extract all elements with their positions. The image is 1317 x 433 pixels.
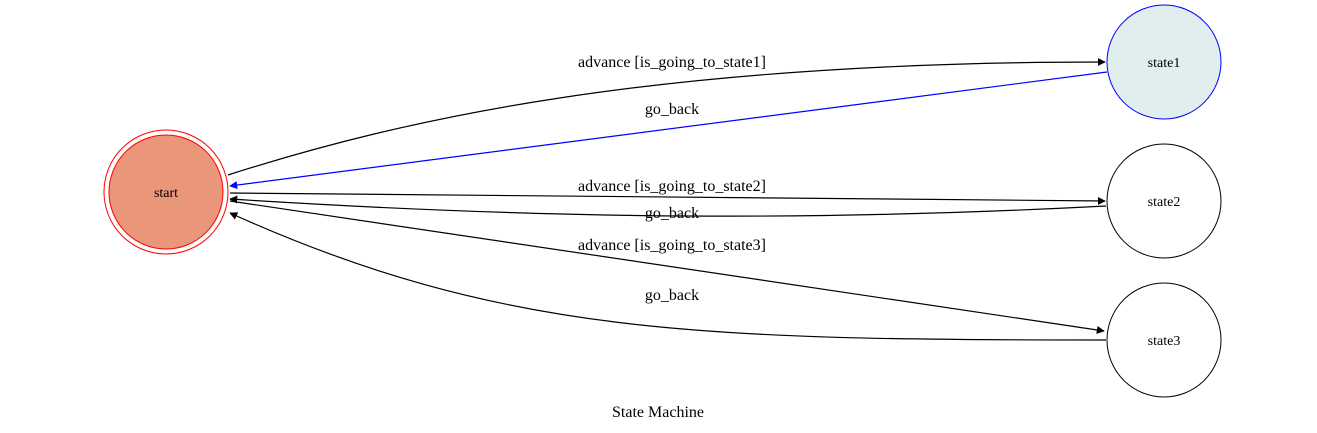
- node-start-circle: [108, 134, 224, 250]
- node-state2: state2: [1106, 143, 1222, 259]
- node-state1-label: state1: [1148, 56, 1181, 71]
- node-state3: state3: [1106, 282, 1222, 398]
- edge-state2-to-start: [229, 195, 1107, 217]
- edge-label-start-state3: advance [is_going_to_state3]: [578, 237, 766, 254]
- node-state1: state1: [1106, 4, 1222, 120]
- node-start: start: [103, 129, 229, 255]
- diagram-title: State Machine: [612, 404, 704, 421]
- edge-start-to-state3: [229, 200, 1105, 334]
- node-state1-circle: [1106, 4, 1222, 120]
- node-start-label: start: [154, 186, 178, 201]
- edge-start-to-state1: [227, 58, 1106, 176]
- edge-label-state2-start: go_back: [645, 205, 699, 222]
- edge-state3-to-start: [229, 212, 1107, 341]
- edges: [227, 58, 1108, 341]
- node-state3-label: state3: [1148, 334, 1181, 349]
- edge-state1-to-start: [229, 71, 1108, 190]
- edge-label-start-state2: advance [is_going_to_state2]: [578, 178, 766, 195]
- edge-label-state1-start: go_back: [645, 101, 699, 118]
- node-start-outer-ring: [103, 129, 229, 255]
- node-state3-circle: [1106, 282, 1222, 398]
- edge-start-to-state2: [229, 192, 1106, 205]
- node-state2-circle: [1106, 143, 1222, 259]
- edge-label-state3-start: go_back: [645, 287, 699, 304]
- edge-labels: advance [is_going_to_state1] go_back adv…: [578, 54, 766, 304]
- node-state2-label: state2: [1148, 195, 1181, 210]
- edge-label-start-state1: advance [is_going_to_state1]: [578, 54, 766, 71]
